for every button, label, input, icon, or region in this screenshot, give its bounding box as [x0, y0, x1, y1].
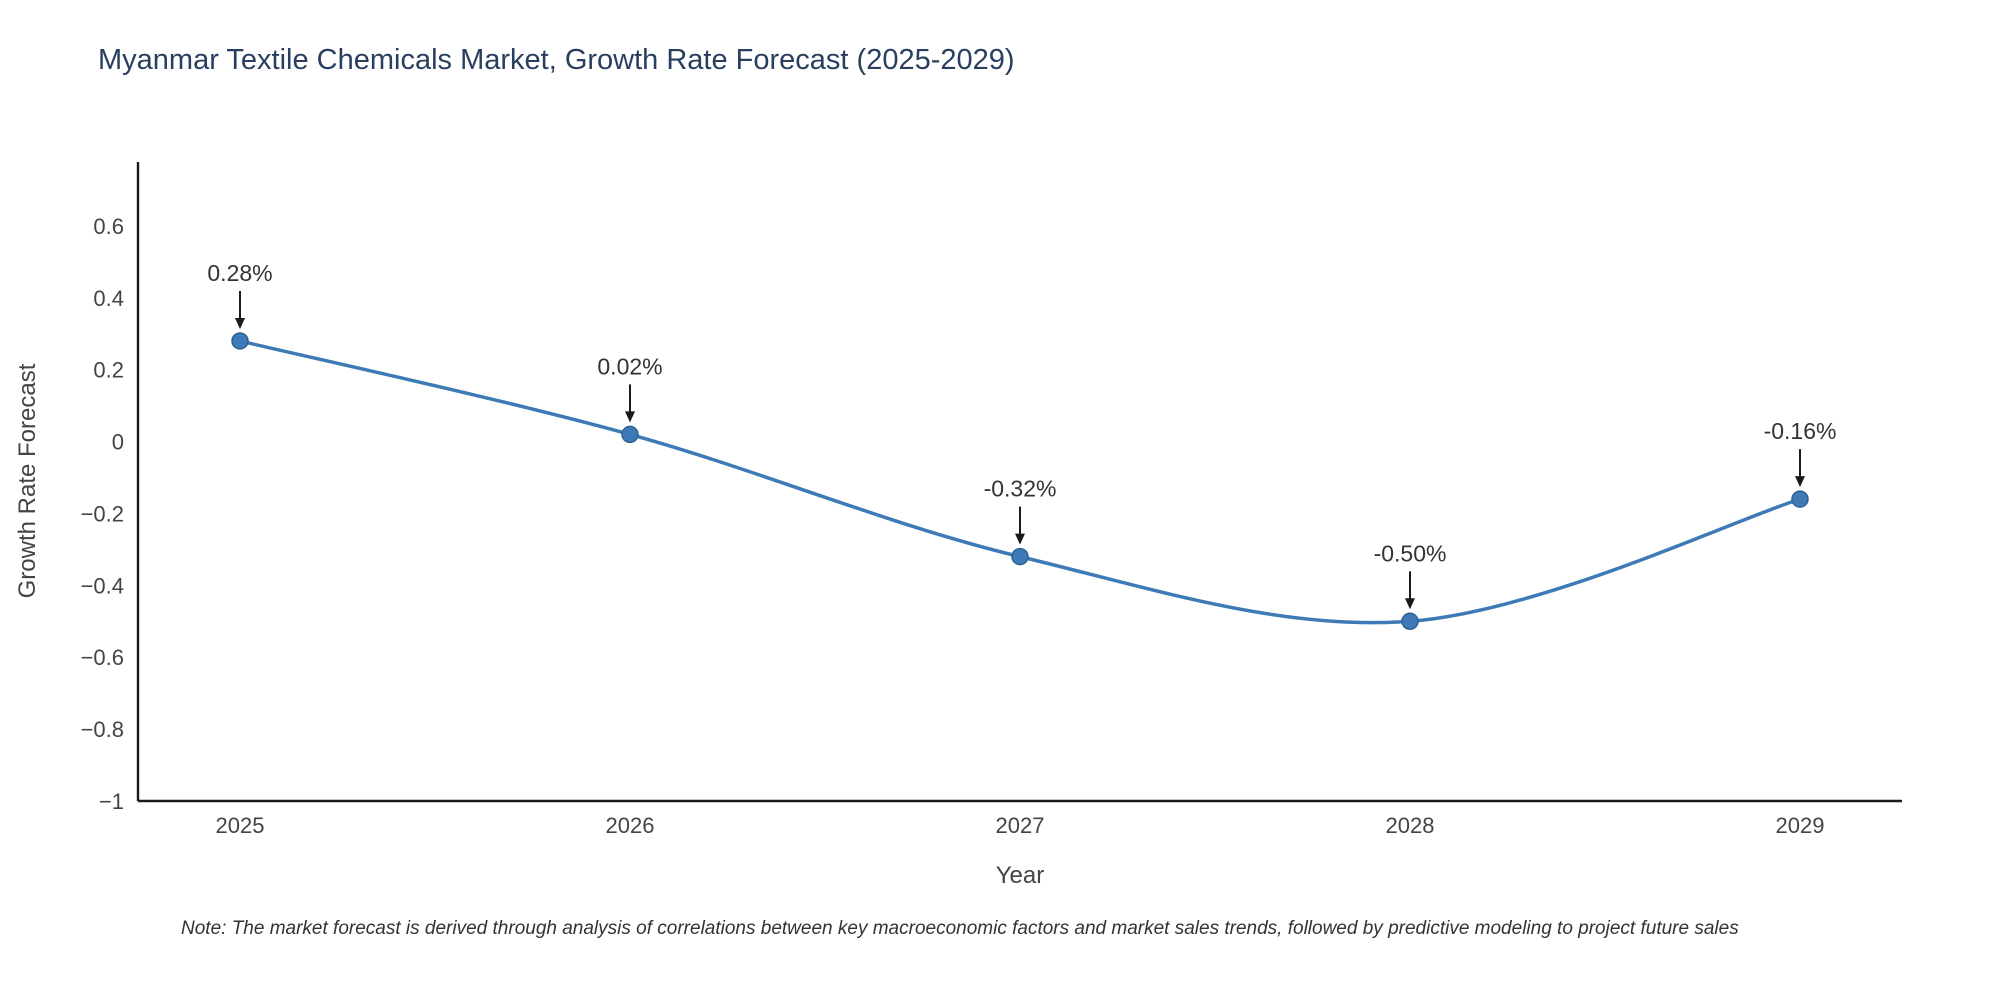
annotation-arrowhead	[1015, 533, 1025, 545]
x-tick-label: 2028	[1386, 813, 1435, 838]
footnote-strip: Note: The market forecast is derived thr…	[0, 918, 2000, 940]
y-tick-label: 0.6	[93, 214, 124, 239]
annotation-label: 0.28%	[207, 260, 272, 286]
footnote-text: Note: The market forecast is derived thr…	[181, 918, 1739, 939]
annotation-arrowhead	[1405, 598, 1415, 610]
data-point-marker[interactable]	[1011, 547, 1029, 566]
x-tick-label: 2027	[996, 813, 1045, 838]
data-point-marker[interactable]	[231, 332, 249, 350]
data-point-marker[interactable]	[621, 425, 639, 444]
data-point-marker[interactable]	[1791, 490, 1809, 508]
x-tick-label: 2025	[216, 813, 265, 838]
x-tick-label: 2026	[606, 813, 655, 838]
y-tick-label: 0.2	[93, 358, 124, 383]
y-tick-label: 0	[112, 430, 124, 455]
chart-title: Myanmar Textile Chemicals Market, Growth…	[98, 44, 1015, 76]
annotation-label: -0.16%	[1764, 418, 1837, 444]
y-tick-label: −0.6	[81, 645, 124, 670]
annotation-label: -0.50%	[1374, 540, 1447, 566]
y-tick-label: −0.4	[81, 573, 124, 598]
x-tick-label: 2029	[1776, 813, 1825, 838]
y-tick-label: −1	[99, 789, 124, 814]
annotation-arrowhead	[1795, 476, 1805, 488]
data-point-marker[interactable]	[1401, 612, 1419, 631]
annotation-label: -0.32%	[984, 476, 1057, 502]
y-tick-label: −0.2	[81, 501, 124, 526]
annotation-arrowhead	[625, 411, 635, 423]
annotation-label: 0.02%	[597, 353, 662, 379]
x-axis-title: Year	[995, 862, 1045, 889]
y-tick-label: −0.8	[81, 717, 124, 742]
annotation-arrowhead	[235, 317, 245, 329]
y-tick-label: 0.4	[93, 286, 124, 311]
